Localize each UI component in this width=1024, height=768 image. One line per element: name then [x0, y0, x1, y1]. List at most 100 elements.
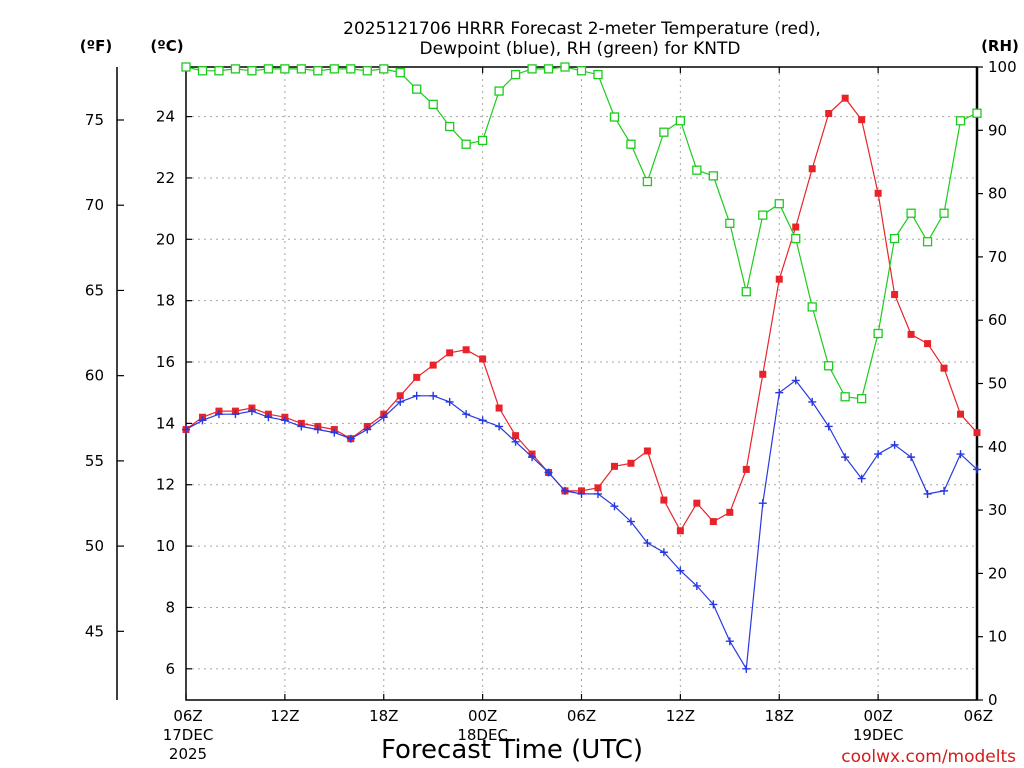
dewpoint-point [429, 391, 438, 400]
dewpoint-point [791, 376, 800, 385]
temperature-point [891, 291, 899, 299]
dewpoint-point [544, 468, 553, 477]
rh-point [609, 112, 620, 122]
x-tick-label: 18Z [369, 707, 398, 725]
rh-point [395, 68, 405, 78]
celsius-tick-label: 24 [156, 108, 175, 126]
dewpoint-point [907, 453, 916, 462]
fahrenheit-tick-label: 45 [85, 622, 104, 640]
temperature-point [808, 165, 816, 173]
rh-tick-label: 100 [988, 58, 1017, 76]
rh-point [626, 139, 636, 149]
x-tick-label: 18Z [765, 707, 794, 725]
dewpoint-point [511, 437, 520, 446]
rh-point [247, 66, 257, 76]
dewpoint-point [709, 600, 718, 609]
axes [116, 66, 983, 701]
rh-point [510, 69, 521, 80]
rh-tick-label: 20 [988, 564, 1007, 582]
dewpoint-point [923, 489, 932, 498]
rh-point [791, 233, 801, 244]
rh-point [543, 64, 554, 74]
dewpoint-point [182, 425, 190, 434]
temperature-point [676, 527, 684, 535]
temperature-point [627, 459, 635, 467]
series-layer [181, 62, 982, 673]
temperature-point [643, 447, 651, 455]
rh-point [412, 84, 422, 94]
dewpoint-point [692, 581, 701, 590]
celsius-tick-label: 14 [156, 414, 175, 432]
rh-point [560, 62, 570, 72]
temperature-point [660, 496, 668, 504]
chart-title-line-1: 2025121706 HRRR Forecast 2-meter Tempera… [343, 19, 821, 39]
dewpoint-point [445, 397, 454, 406]
dewpoint-point [841, 453, 850, 462]
rh-tick-label: 10 [988, 628, 1007, 646]
rh-point [692, 165, 702, 175]
rh-point [725, 218, 735, 229]
celsius-tick-label: 16 [156, 353, 175, 371]
fahrenheit-tick-label: 75 [85, 111, 104, 129]
dewpoint-point [346, 434, 355, 443]
rh-tick-label: 70 [988, 248, 1007, 266]
temperature-point [726, 508, 734, 516]
temperature-point [957, 410, 965, 418]
rh-point [840, 392, 850, 402]
rh-point [230, 64, 241, 74]
rh-series [181, 62, 982, 404]
temperature-point [479, 355, 487, 363]
rh-point [659, 127, 669, 137]
rh-point [873, 328, 883, 339]
celsius-tick-label: 12 [156, 476, 175, 494]
dewpoint-point [313, 425, 322, 434]
x-axis-title: Forecast Time (UTC) [381, 735, 643, 765]
temperature-point [495, 404, 503, 412]
dewpoint-point [478, 416, 487, 425]
dewpoint-point [758, 499, 767, 508]
fahrenheit-tick-label: 65 [85, 281, 104, 299]
chart-title-line-2: Dewpoint (blue), RH (green) for KNTD [420, 39, 741, 59]
rh-tick-label: 30 [988, 501, 1007, 519]
x-tick-label: 06Z [173, 707, 202, 725]
rh-point [675, 116, 686, 126]
dewpoint-point [462, 410, 471, 419]
celsius-tick-label: 20 [156, 230, 175, 248]
rh-tick-label: 60 [988, 311, 1007, 329]
temperature-point [874, 189, 882, 197]
dewpoint-point [198, 416, 207, 425]
rh-point [362, 66, 372, 76]
celsius-tick-label: 8 [165, 598, 175, 616]
rh-point [824, 361, 834, 371]
dewpoint-point [857, 474, 866, 483]
temperature-point [792, 223, 800, 231]
temperature-point [759, 370, 767, 378]
x-tick-label: 12Z [270, 707, 299, 725]
fahrenheit-unit-label: (ºF) [80, 37, 112, 55]
x-tick-label: 06Z [964, 707, 993, 725]
fahrenheit-tick-label: 60 [85, 367, 104, 385]
rh-point [922, 237, 933, 247]
dewpoint-point [412, 391, 421, 400]
rh-unit-label: (RH) [981, 37, 1019, 55]
rh-point [576, 66, 587, 76]
dewpoint-point [973, 465, 981, 474]
dewpoint-point [231, 410, 240, 419]
temperature-point [825, 110, 833, 118]
x-date-label: 18DEC [457, 726, 508, 744]
dewpoint-point [874, 450, 883, 459]
dewpoint-point [725, 637, 734, 646]
temperature-point [512, 432, 520, 440]
dewpoint-point [330, 428, 339, 437]
rh-point [313, 66, 323, 76]
dewpoint-point [363, 425, 372, 434]
dewpoint-point [742, 664, 751, 673]
dewpoint-point [610, 502, 619, 511]
rh-point [296, 64, 307, 74]
rh-point [955, 116, 966, 126]
credit-label: coolwx.com/modelts [841, 747, 1016, 767]
rh-point [280, 64, 290, 74]
rh-point [593, 69, 603, 80]
fahrenheit-tick-label: 55 [85, 452, 104, 470]
